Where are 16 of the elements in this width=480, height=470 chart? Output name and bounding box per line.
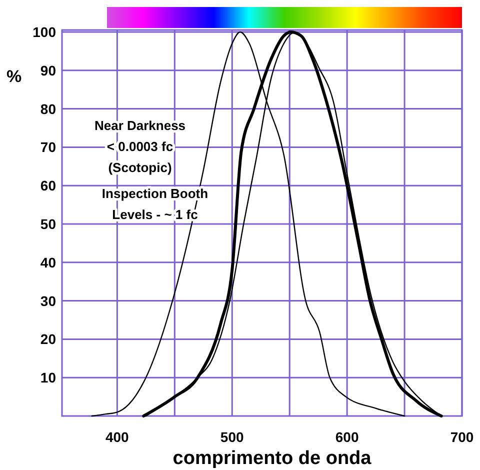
y-tick-label: 30: [40, 292, 56, 309]
y-tick-label: 60: [40, 178, 56, 194]
x-tick-label: 400: [105, 429, 130, 445]
x-tick-label: 600: [335, 429, 359, 445]
y-tick-label: 50: [40, 216, 56, 232]
y-tick-label: 90: [40, 62, 56, 78]
y-tick-label: 20: [40, 331, 56, 348]
y-tick-label: 80: [40, 100, 56, 117]
x-tick-label: 500: [220, 429, 244, 445]
y-axis-title: %: [6, 67, 22, 86]
y-tick-label: 10: [40, 370, 56, 386]
y-tick-label: 40: [40, 254, 56, 270]
y-tick-label: 70: [40, 139, 56, 156]
x-axis-title: comprimento de onda: [172, 448, 372, 469]
x-tick-label: 700: [450, 429, 474, 445]
y-tick-label: 100: [32, 24, 56, 40]
